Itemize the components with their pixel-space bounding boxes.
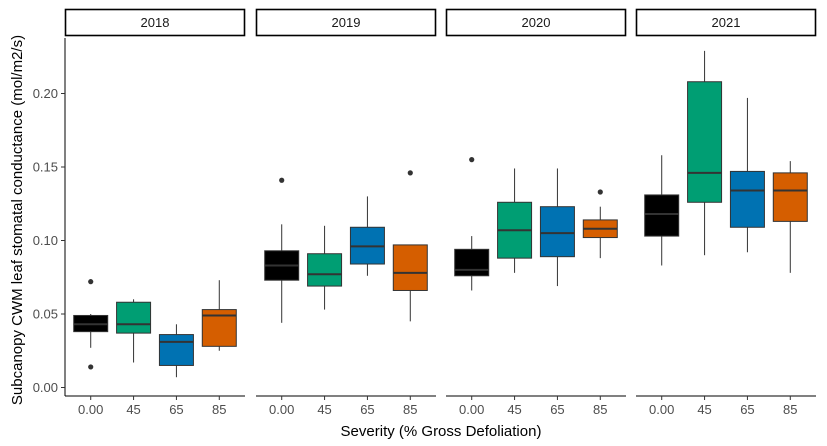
x-tick-label: 45 bbox=[317, 402, 331, 417]
facet-panels: 2018 0.00 45 65 85 2019 0.00 45 65 85 2020 0.00 45 65… bbox=[64, 8, 817, 417]
facet-panel-2020: 2020 0.00 45 65 85 bbox=[445, 8, 627, 417]
facet-strip bbox=[445, 8, 627, 37]
x-tick-label: 45 bbox=[126, 402, 140, 417]
x-tick-label: 45 bbox=[507, 402, 521, 417]
x-tick-label: 85 bbox=[212, 402, 226, 417]
box-0.00 bbox=[73, 279, 109, 370]
box-85 bbox=[201, 280, 237, 351]
x-tick-label: 0.00 bbox=[459, 402, 484, 417]
x-tick-label: 85 bbox=[403, 402, 417, 417]
box-body bbox=[644, 194, 680, 237]
x-tick-label: 45 bbox=[697, 402, 711, 417]
box-65 bbox=[349, 196, 385, 276]
box-body bbox=[772, 172, 808, 222]
facet-strip bbox=[255, 8, 437, 37]
box-45 bbox=[687, 50, 723, 256]
facet-strip-label: 2019 bbox=[332, 15, 361, 30]
box-0.00 bbox=[644, 155, 680, 266]
y-tick-label: 0.00 bbox=[33, 380, 58, 395]
x-tick-label: 0.00 bbox=[269, 402, 294, 417]
box-85 bbox=[582, 189, 618, 259]
x-axis-title: Severity (% Gross Defoliation) bbox=[341, 423, 542, 440]
outlier-point bbox=[469, 157, 475, 163]
x-tick-label: 65 bbox=[740, 402, 754, 417]
facet-strip-label: 2018 bbox=[141, 15, 170, 30]
box-body bbox=[158, 334, 194, 366]
outlier-point bbox=[407, 170, 413, 176]
y-axis: 0.00 0.05 0.10 0.15 0.20 bbox=[33, 38, 66, 396]
x-tick-label: 65 bbox=[550, 402, 564, 417]
facet-strip-label: 2021 bbox=[712, 15, 741, 30]
y-tick-label: 0.15 bbox=[33, 160, 58, 175]
box-45 bbox=[116, 299, 152, 363]
facet-panel-2021: 2021 0.00 45 65 85 bbox=[635, 8, 817, 417]
y-tick-label: 0.20 bbox=[33, 86, 58, 101]
y-tick-label: 0.05 bbox=[33, 307, 58, 322]
facet-strip bbox=[64, 8, 246, 37]
box-65 bbox=[539, 168, 575, 287]
x-tick-label: 85 bbox=[783, 402, 797, 417]
facet-panel-2018: 2018 0.00 45 65 85 bbox=[64, 8, 246, 417]
box-0.00 bbox=[454, 157, 490, 291]
box-body bbox=[729, 170, 765, 228]
x-tick-label: 0.00 bbox=[649, 402, 674, 417]
x-tick-label: 85 bbox=[593, 402, 607, 417]
facet-strip-label: 2020 bbox=[522, 15, 551, 30]
y-axis-title: Subcanopy CWM leaf stomatal conductance … bbox=[9, 35, 26, 405]
facet-strip bbox=[635, 8, 817, 37]
outlier-point bbox=[279, 177, 285, 183]
box-85 bbox=[392, 170, 428, 322]
outlier-point bbox=[597, 189, 603, 195]
y-tick-label: 0.10 bbox=[33, 233, 58, 248]
box-65 bbox=[729, 97, 765, 253]
box-0.00 bbox=[264, 177, 300, 323]
box-body bbox=[307, 253, 343, 287]
x-tick-label: 65 bbox=[169, 402, 183, 417]
box-45 bbox=[497, 168, 533, 273]
box-85 bbox=[772, 161, 808, 273]
box-body bbox=[454, 248, 490, 277]
box-45 bbox=[307, 225, 343, 310]
box-body bbox=[687, 81, 723, 203]
x-tick-label: 0.00 bbox=[78, 402, 103, 417]
facet-panel-2019: 2019 0.00 45 65 85 bbox=[255, 8, 437, 417]
box-body bbox=[539, 206, 575, 258]
box-body bbox=[392, 244, 428, 291]
outlier-point bbox=[88, 364, 94, 370]
box-65 bbox=[158, 324, 194, 378]
outlier-point bbox=[88, 279, 94, 285]
box-body bbox=[116, 301, 152, 334]
x-tick-label: 65 bbox=[360, 402, 374, 417]
